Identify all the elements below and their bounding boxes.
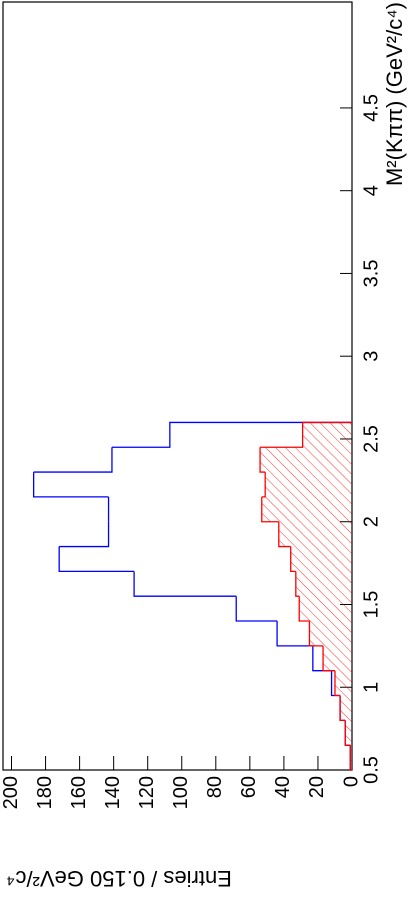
x-tick-label: 3 xyxy=(360,351,382,362)
hatched-bin xyxy=(265,472,352,497)
hatched-bin xyxy=(290,546,352,572)
y-tick-label: 180 xyxy=(34,776,56,809)
hatched-bin xyxy=(309,621,352,646)
y-tick-label: 120 xyxy=(136,776,158,809)
histogram-bin xyxy=(261,496,279,523)
histogram-bin xyxy=(260,421,352,448)
y-axis-title: Entries / 0.150 GeV²/c⁴ xyxy=(6,866,232,891)
histogram-bin xyxy=(111,421,352,448)
hatched-bin xyxy=(295,571,353,597)
y-tick-label: 140 xyxy=(102,776,124,809)
x-tick-label: 2 xyxy=(360,516,382,527)
histogram-bin xyxy=(322,645,335,672)
histogram-bin xyxy=(59,521,110,548)
histogram-bin xyxy=(349,745,352,771)
y-tick-label: 160 xyxy=(68,776,90,809)
histogram-bin xyxy=(295,571,300,597)
histogram-bin xyxy=(344,720,351,746)
histogram-bin xyxy=(259,447,266,473)
y-tick-label: 80 xyxy=(204,776,226,798)
hatched-bin xyxy=(261,496,352,522)
histogram-bin xyxy=(261,472,266,498)
hatched-bin xyxy=(345,720,353,746)
histogram-bin xyxy=(339,695,346,721)
y-tick-label: 100 xyxy=(170,776,192,809)
hatched-bin xyxy=(340,695,352,721)
hatched-bin xyxy=(299,596,353,622)
x-tick-label: 4.5 xyxy=(360,94,382,122)
x-tick-label: 4 xyxy=(360,185,382,196)
histogram-bin xyxy=(58,546,135,573)
y-tick-label: 200 xyxy=(0,776,22,809)
x-tick-label: 0.5 xyxy=(360,756,382,784)
histogram-bin xyxy=(33,447,113,473)
histogram-bin xyxy=(278,521,291,548)
x-tick-label: 2.5 xyxy=(360,425,382,453)
rotated-plot: M²(Kππ) (GeV²/c⁴) Entries / 0.150 GeV²/c… xyxy=(0,1,407,891)
histogram-bin xyxy=(32,472,109,498)
y-tick-label: 20 xyxy=(306,776,328,798)
hatched-bin xyxy=(278,521,353,547)
x-axis-title: M²(Kππ) (GeV²/c⁴) xyxy=(382,2,407,186)
histogram-bin xyxy=(276,621,313,647)
hatched-bin xyxy=(323,645,352,671)
hatched-bin xyxy=(334,670,353,696)
histogram-bin xyxy=(290,546,296,573)
y-tick-label: 60 xyxy=(238,776,260,798)
frame xyxy=(2,1,353,771)
histogram-bin xyxy=(334,670,341,697)
y-tick-label: 40 xyxy=(272,776,294,798)
hatched-bin xyxy=(302,422,353,448)
histogram-bin xyxy=(298,596,310,622)
histogram-bin xyxy=(235,596,278,622)
histogram-bin xyxy=(133,571,237,597)
x-tick-label: 3.5 xyxy=(360,260,382,288)
x-tick-label: 1.5 xyxy=(360,591,382,619)
y-tick-label: 0 xyxy=(340,776,362,787)
histogram-bin xyxy=(308,621,324,647)
x-tick-label: 1 xyxy=(360,682,382,693)
hatched-bin xyxy=(260,447,353,473)
